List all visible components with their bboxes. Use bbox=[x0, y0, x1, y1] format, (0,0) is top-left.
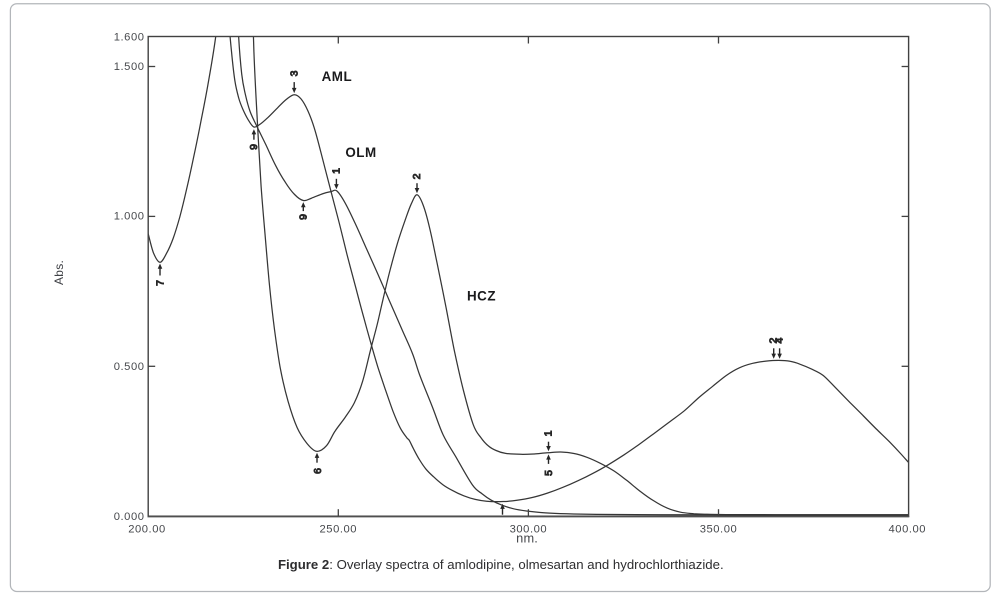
svg-text:AML: AML bbox=[322, 69, 353, 84]
svg-text:7: 7 bbox=[155, 280, 167, 286]
svg-text:5: 5 bbox=[543, 470, 555, 476]
svg-text:Figure 2: Overlay spectra of a: Figure 2: Overlay spectra of amlodipine,… bbox=[278, 557, 724, 572]
svg-text:1: 1 bbox=[542, 430, 554, 436]
svg-text:HCZ: HCZ bbox=[467, 289, 496, 304]
svg-text:nm.: nm. bbox=[516, 531, 538, 546]
svg-text:Abs.: Abs. bbox=[52, 260, 66, 285]
svg-text:350.00: 350.00 bbox=[700, 524, 738, 536]
svg-text:300.00: 300.00 bbox=[510, 524, 548, 536]
svg-text:9: 9 bbox=[248, 144, 260, 150]
svg-text:3: 3 bbox=[288, 70, 300, 76]
svg-text:1.000: 1.000 bbox=[114, 211, 145, 223]
svg-text:200.00: 200.00 bbox=[128, 524, 166, 536]
svg-text:OLM: OLM bbox=[345, 145, 376, 160]
svg-text:2: 2 bbox=[411, 173, 423, 179]
svg-text:6: 6 bbox=[312, 468, 324, 474]
svg-text:1: 1 bbox=[330, 168, 342, 174]
svg-text:1.600: 1.600 bbox=[114, 32, 145, 44]
svg-text:0.000: 0.000 bbox=[114, 511, 145, 523]
svg-text:2: 2 bbox=[768, 338, 780, 344]
svg-text:1.500: 1.500 bbox=[114, 61, 145, 73]
svg-text:9: 9 bbox=[298, 214, 310, 220]
svg-text:250.00: 250.00 bbox=[320, 524, 358, 536]
svg-text:400.00: 400.00 bbox=[889, 524, 927, 536]
svg-text:0.500: 0.500 bbox=[114, 361, 145, 373]
svg-text:4: 4 bbox=[774, 338, 786, 344]
